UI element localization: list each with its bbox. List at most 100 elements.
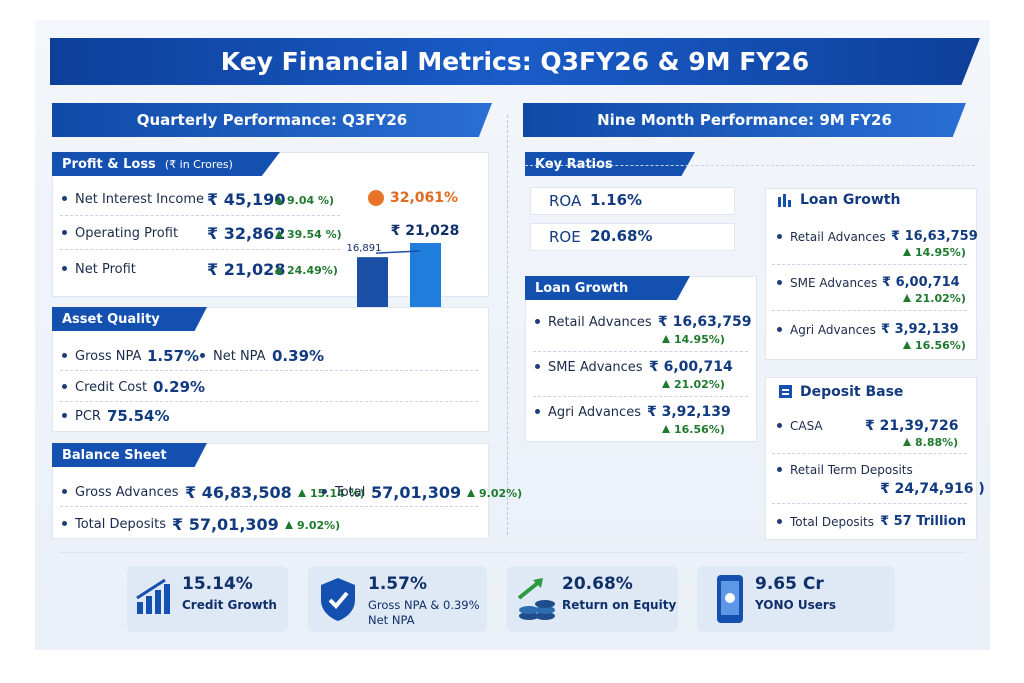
change: 21.02%)	[662, 378, 725, 391]
label: Credit Cost	[62, 380, 147, 395]
bar	[357, 257, 388, 315]
value: 1.57%	[147, 347, 200, 365]
value: 0.39%	[272, 347, 325, 365]
card	[507, 566, 678, 632]
change: 14.95%)	[662, 333, 725, 346]
value: ₹ 3,92,139	[647, 404, 731, 420]
label: Net NPA	[200, 349, 266, 364]
label: Total Deposits	[62, 517, 166, 532]
icon	[778, 194, 791, 207]
separator	[533, 351, 748, 352]
separator	[60, 506, 478, 507]
mini-chart: 16,891Q3FY25₹ 21,028Q3FY26	[347, 223, 460, 333]
highlight-label: Return on Equity	[562, 598, 677, 612]
label: Operating Profit	[62, 226, 178, 241]
separator	[772, 264, 967, 265]
value: ₹ 3,92,139	[881, 322, 959, 337]
icon	[717, 575, 743, 623]
highlight-label: Credit Growth	[182, 598, 277, 612]
section-heading: Nine Month Performance: 9M FY26	[523, 103, 966, 137]
value: 75.54%	[107, 407, 170, 425]
label: Gross Advances	[62, 485, 179, 500]
change: 9.04 %)	[275, 194, 334, 207]
label: Retail Term Deposits	[777, 463, 913, 477]
label: Retail Advances	[777, 230, 886, 244]
card	[697, 566, 895, 632]
ratio-box: ROA	[530, 187, 735, 215]
value: ₹ 16,63,759	[658, 314, 752, 330]
change: 21.02%)	[903, 292, 966, 305]
value: 0.29%	[153, 378, 206, 396]
tag: Asset Quality	[52, 307, 207, 331]
card	[308, 566, 487, 632]
value: 20.68%	[590, 227, 653, 245]
card	[127, 566, 288, 632]
bar	[410, 243, 441, 315]
badge: 32,061%	[390, 190, 459, 206]
separator	[772, 310, 967, 311]
label: Net Profit	[62, 262, 136, 277]
heading: Deposit Base	[800, 384, 904, 400]
icon	[136, 578, 170, 614]
tag: Key Ratios	[525, 152, 695, 176]
db-box	[765, 377, 977, 540]
bar-value-label: ₹ 21,028	[391, 223, 460, 239]
label: CASA	[777, 419, 823, 433]
change: 14.95%)	[903, 246, 966, 259]
value: 57,01,309	[371, 483, 462, 502]
value: ₹ 6,00,714	[882, 275, 960, 290]
value: ₹ 21,028	[207, 260, 286, 279]
trend	[375, 250, 421, 254]
change: 9.02%)	[285, 519, 340, 532]
label: Agri Advances	[777, 323, 876, 337]
highlight-value: 1.57%	[368, 574, 427, 594]
label: Total	[322, 485, 365, 500]
highlight-value: 20.68%	[562, 574, 633, 594]
value: ₹ 45,190	[207, 190, 286, 209]
label: Retail Advances	[535, 315, 652, 330]
change: 16.56%)	[903, 339, 966, 352]
highlight-value: 9.65 Cr	[755, 574, 824, 594]
value: ₹ 57 Trillion	[880, 514, 967, 529]
label: Agri Advances	[535, 405, 641, 420]
title: Key Financial Metrics: Q3FY26 & 9M FY26	[50, 38, 980, 85]
ratio-box: ROE	[530, 223, 735, 251]
tag: Profit & Loss (₹ in Crores)	[52, 152, 280, 176]
value: ₹ 24,74,916 )	[880, 481, 985, 497]
value: 1.16%	[590, 191, 643, 209]
separator	[60, 401, 478, 402]
value: ₹ 21,39,726	[865, 418, 959, 434]
badge-icon	[368, 190, 384, 206]
unit: (₹ in Crores)	[164, 157, 233, 171]
separator	[60, 215, 340, 216]
label: Total Deposits	[777, 515, 874, 529]
change: 8.88%)	[903, 436, 958, 449]
separator	[533, 396, 748, 397]
icon	[321, 578, 355, 621]
bar-value-label: 16,891	[347, 243, 382, 254]
separator	[772, 503, 967, 504]
label: SME Advances	[777, 276, 877, 290]
tag: Balance Sheet	[52, 443, 207, 467]
highlight-label: YONO Users	[755, 598, 836, 612]
label: PCR	[62, 409, 101, 424]
separator	[772, 453, 967, 454]
tag: Loan Growth	[525, 276, 690, 300]
change: 39.54 %)	[275, 228, 342, 241]
label: Gross NPA	[62, 349, 141, 364]
icon	[779, 385, 792, 398]
label: SME Advances	[535, 360, 643, 375]
divider	[507, 115, 508, 535]
change: 9.02%)	[467, 487, 522, 500]
value: ₹ 32,862	[207, 224, 286, 243]
highlight-label: Gross NPA & 0.39% Net NPA	[368, 598, 480, 627]
value: ₹ 16,63,759	[891, 229, 978, 244]
value: ₹ 6,00,714	[649, 359, 733, 375]
change: 16.56%)	[662, 423, 725, 436]
value: ₹ 57,01,309	[172, 515, 279, 534]
change: 24.49%)	[275, 264, 338, 277]
heading: Loan Growth	[800, 192, 901, 208]
separator	[60, 370, 478, 371]
label: Net Interest Income	[62, 192, 204, 207]
